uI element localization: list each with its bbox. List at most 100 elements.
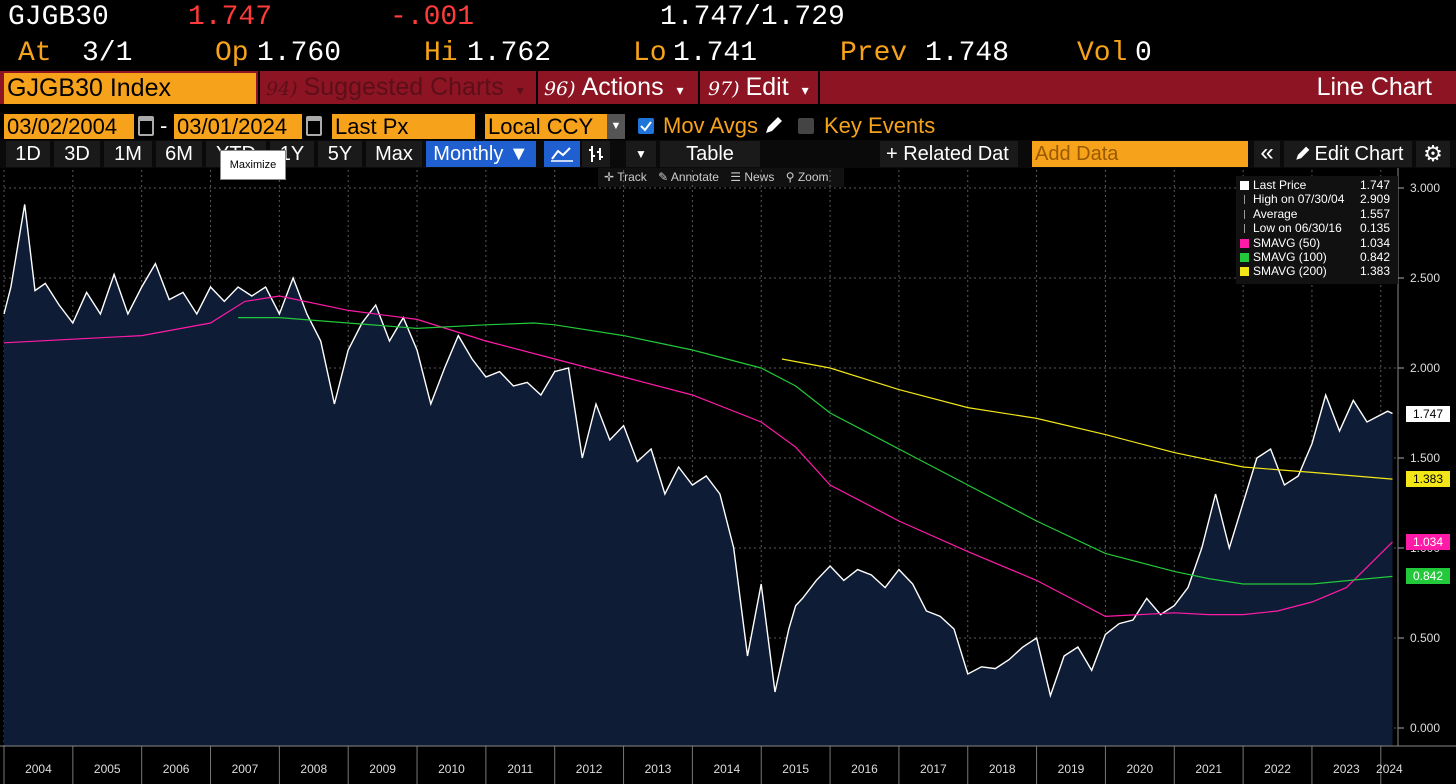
low-value: 1.741 xyxy=(673,38,758,69)
legend-value: 1.747 xyxy=(1359,178,1390,192)
frequency-select[interactable]: Monthly ▼ xyxy=(426,141,536,167)
suggested-label: Suggested Charts xyxy=(303,73,504,101)
x-tick-label: 2010 xyxy=(438,762,465,776)
y-tick-label: 1.500 xyxy=(1410,451,1440,465)
add-data-input[interactable]: Add Data xyxy=(1032,141,1248,167)
edit-chart-label: Edit Chart xyxy=(1314,143,1404,165)
start-date-field[interactable]: 03/02/2004 xyxy=(4,114,134,139)
date-separator: - xyxy=(160,113,168,138)
news-icon: ☰ xyxy=(730,170,741,184)
legend-swatch xyxy=(1240,252,1249,262)
chart-series xyxy=(3,204,1393,746)
pencil-icon xyxy=(1295,146,1309,160)
mov-avgs-checkbox[interactable] xyxy=(638,118,654,134)
checkmark-icon xyxy=(640,121,652,132)
legend-value: 0.842 xyxy=(1359,249,1390,264)
low-label: Lo xyxy=(633,38,667,69)
legend-value: 0.135 xyxy=(1359,221,1390,236)
legend-label: Average xyxy=(1253,206,1298,221)
prev-label: Prev xyxy=(840,38,908,69)
legend-swatch xyxy=(1240,181,1249,190)
calendar-icon[interactable] xyxy=(138,116,154,136)
currency-dropdown-arrow[interactable]: ▼ xyxy=(607,114,625,139)
edit-chart-button[interactable]: Edit Chart xyxy=(1284,141,1412,167)
x-tick-label: 2005 xyxy=(94,762,121,776)
news-button[interactable]: News xyxy=(744,170,775,184)
legend-entry: SMAVG (100) 0.842 xyxy=(1240,250,1394,264)
legend-label: Low on 06/30/16 xyxy=(1253,221,1342,236)
zoom-icon: ⚲ xyxy=(785,170,795,184)
pencil-icon[interactable] xyxy=(762,115,784,137)
x-tick-label: 2007 xyxy=(232,762,259,776)
security-field[interactable]: GJGB30 Index xyxy=(4,73,256,104)
edit-num: 97) xyxy=(708,78,740,100)
x-tick-label: 2016 xyxy=(851,762,878,776)
line-chart-type-button[interactable] xyxy=(544,141,580,167)
legend-swatch xyxy=(1244,224,1249,234)
currency-select[interactable]: Local CCY xyxy=(485,114,607,139)
edit-label: Edit xyxy=(745,73,789,101)
series-line-1 xyxy=(3,295,1393,618)
period-3d-button[interactable]: 3D xyxy=(54,141,100,167)
legend-label: High on 07/30/04 xyxy=(1253,192,1345,207)
x-tick-label: 2011 xyxy=(507,762,533,776)
at-label: At xyxy=(18,38,52,69)
legend-entry: Last Price 1.747 xyxy=(1240,178,1394,192)
series-line-2 xyxy=(238,317,1393,585)
chevron-down-icon: ▾ xyxy=(676,82,684,98)
key-events-checkbox[interactable] xyxy=(798,118,814,134)
bid-ask: 1.747/1.729 xyxy=(660,2,845,33)
price-chart[interactable]: 0.0000.5001.0001.5002.0002.5003.00020042… xyxy=(0,168,1456,784)
period-max-button[interactable]: Max xyxy=(366,141,422,167)
actions-menu[interactable]: 96) Actions ▾ xyxy=(536,71,694,104)
legend-swatch xyxy=(1244,209,1249,219)
annotate-button[interactable]: Annotate xyxy=(670,170,719,184)
collapse-icon[interactable]: « xyxy=(1254,141,1280,167)
legend-swatch xyxy=(1244,195,1249,205)
x-tick-label: 2006 xyxy=(163,762,190,776)
open-label: Op xyxy=(215,38,249,69)
table-button[interactable]: Table xyxy=(660,141,760,167)
legend-label: SMAVG (50) xyxy=(1253,235,1321,250)
vol-label: Vol xyxy=(1077,38,1128,69)
related-data-button[interactable]: + Related Dat xyxy=(880,141,1018,167)
value-tag: 1.383 xyxy=(1406,471,1450,488)
value-tag: 1.747 xyxy=(1406,405,1450,422)
legend-value: 1.383 xyxy=(1359,264,1390,279)
period-1d-button[interactable]: 1D xyxy=(6,141,50,167)
x-tick-label: 2015 xyxy=(782,762,809,776)
legend-entry: Average 1.557 xyxy=(1240,207,1394,221)
legend-entry: SMAVG (200) 1.383 xyxy=(1240,264,1394,278)
price-field-select[interactable]: Last Px xyxy=(332,114,475,139)
chart-legend: Last Price 1.747 High on 07/30/04 2.909 Aver… xyxy=(1236,176,1398,284)
legend-value: 2.909 xyxy=(1359,192,1390,207)
prev-value: 1.748 xyxy=(925,38,1010,69)
track-button[interactable]: Track xyxy=(617,170,647,184)
chart-type-dropdown[interactable]: ▼ xyxy=(626,141,656,167)
series-line-0 xyxy=(3,204,1393,699)
y-tick-label: 2.000 xyxy=(1410,361,1440,375)
calendar-icon[interactable] xyxy=(306,116,322,136)
bar-chart-type-button[interactable] xyxy=(582,141,610,167)
x-tick-label: 2024 xyxy=(1376,762,1403,776)
x-tick-label: 2009 xyxy=(369,762,396,776)
gear-icon[interactable]: ⚙ xyxy=(1416,141,1450,167)
period-1m-button[interactable]: 1M xyxy=(104,141,152,167)
x-tick-label: 2008 xyxy=(300,762,327,776)
mov-avgs-label: Mov Avgs xyxy=(663,113,758,138)
edit-menu[interactable]: 97) Edit ▾ xyxy=(698,71,816,104)
x-tick-label: 2018 xyxy=(989,762,1016,776)
x-tick-label: 2017 xyxy=(920,762,947,776)
suggested-charts-menu[interactable]: 94) Suggested Charts ▾ xyxy=(258,71,534,104)
period-6m-button[interactable]: 6M xyxy=(156,141,202,167)
legend-entry: SMAVG (50) 1.034 xyxy=(1240,236,1394,250)
x-tick-label: 2019 xyxy=(1058,762,1085,776)
key-events-label: Key Events xyxy=(824,113,936,138)
legend-value: 1.034 xyxy=(1359,235,1390,250)
x-tick-label: 2021 xyxy=(1195,762,1222,776)
legend-label: Last Price xyxy=(1253,178,1307,192)
period-5y-button[interactable]: 5Y xyxy=(318,141,362,167)
end-date-field[interactable]: 03/01/2024 xyxy=(174,114,302,139)
high-label: Hi xyxy=(424,38,458,69)
zoom-button[interactable]: Zoom xyxy=(797,170,829,184)
